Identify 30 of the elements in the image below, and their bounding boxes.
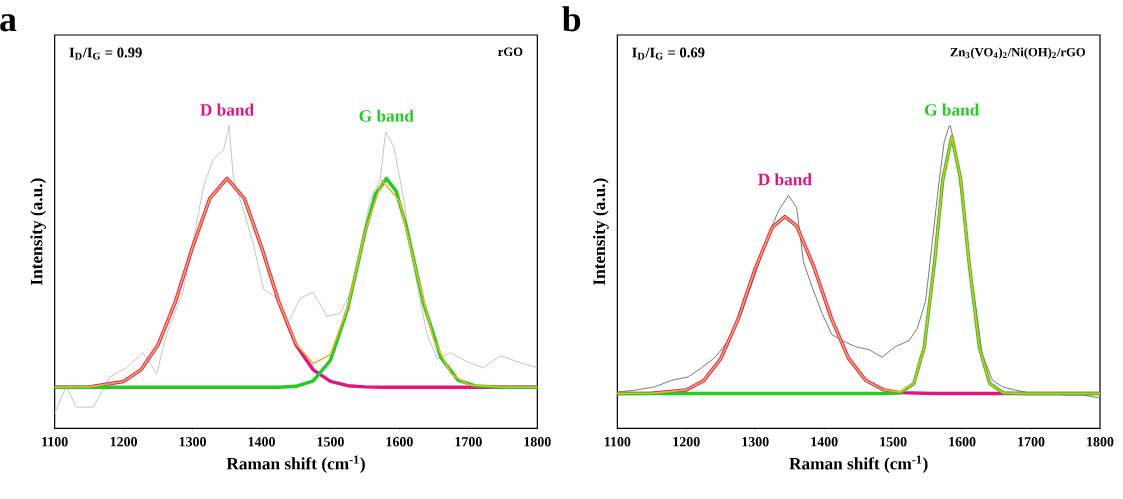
text: I$_{D}$/I$_{G}$ = 0.99	[69, 47, 142, 60]
x-axis-title: Raman shift (cm$^{-1}$)	[789, 455, 928, 473]
x-tick-label: 1800	[1087, 437, 1114, 447]
x-tick-label: 1600	[386, 437, 413, 447]
x-tick-label: 1800	[524, 437, 551, 447]
x-tick-label: 1400	[811, 437, 838, 447]
text: D band	[200, 103, 254, 116]
x-tick-label: 1100	[42, 437, 68, 447]
y-axis-title: Intensity (a.u.)	[592, 178, 609, 286]
x-tick-label: 1300	[179, 437, 206, 447]
x-tick-label: 1700	[455, 437, 482, 447]
annotation: D band	[758, 173, 812, 186]
x-tick-label: 1300	[742, 437, 769, 447]
chart-title: a	[0, 14, 17, 32]
x-axis-title: Raman shift (cm$^{-1}$)	[226, 455, 365, 473]
y-axis-title: Intensity (a.u.)	[30, 178, 46, 286]
text: I$_{D}$/I$_{G}$ = 0.69	[632, 47, 705, 60]
text: G band	[924, 103, 980, 116]
x-tick-label: 1700	[1018, 437, 1045, 447]
x-tick-label: 1200	[673, 437, 700, 447]
x-tick-label: 1500	[317, 437, 344, 447]
x-tick-label: 1100	[604, 437, 631, 447]
text: rGO	[498, 47, 523, 57]
x-tick-label: 1500	[880, 437, 907, 447]
text: G band	[359, 109, 414, 122]
chart-title: b	[562, 6, 581, 32]
x-tick-label: 1200	[110, 437, 138, 447]
x-tick-label: 1600	[949, 437, 976, 447]
text: Zn$_{3}$(VO$_{4}$)$_{2}$/Ni(OH)$_{2}$/rGO	[950, 47, 1086, 59]
x-tick-label: 1400	[248, 437, 275, 447]
